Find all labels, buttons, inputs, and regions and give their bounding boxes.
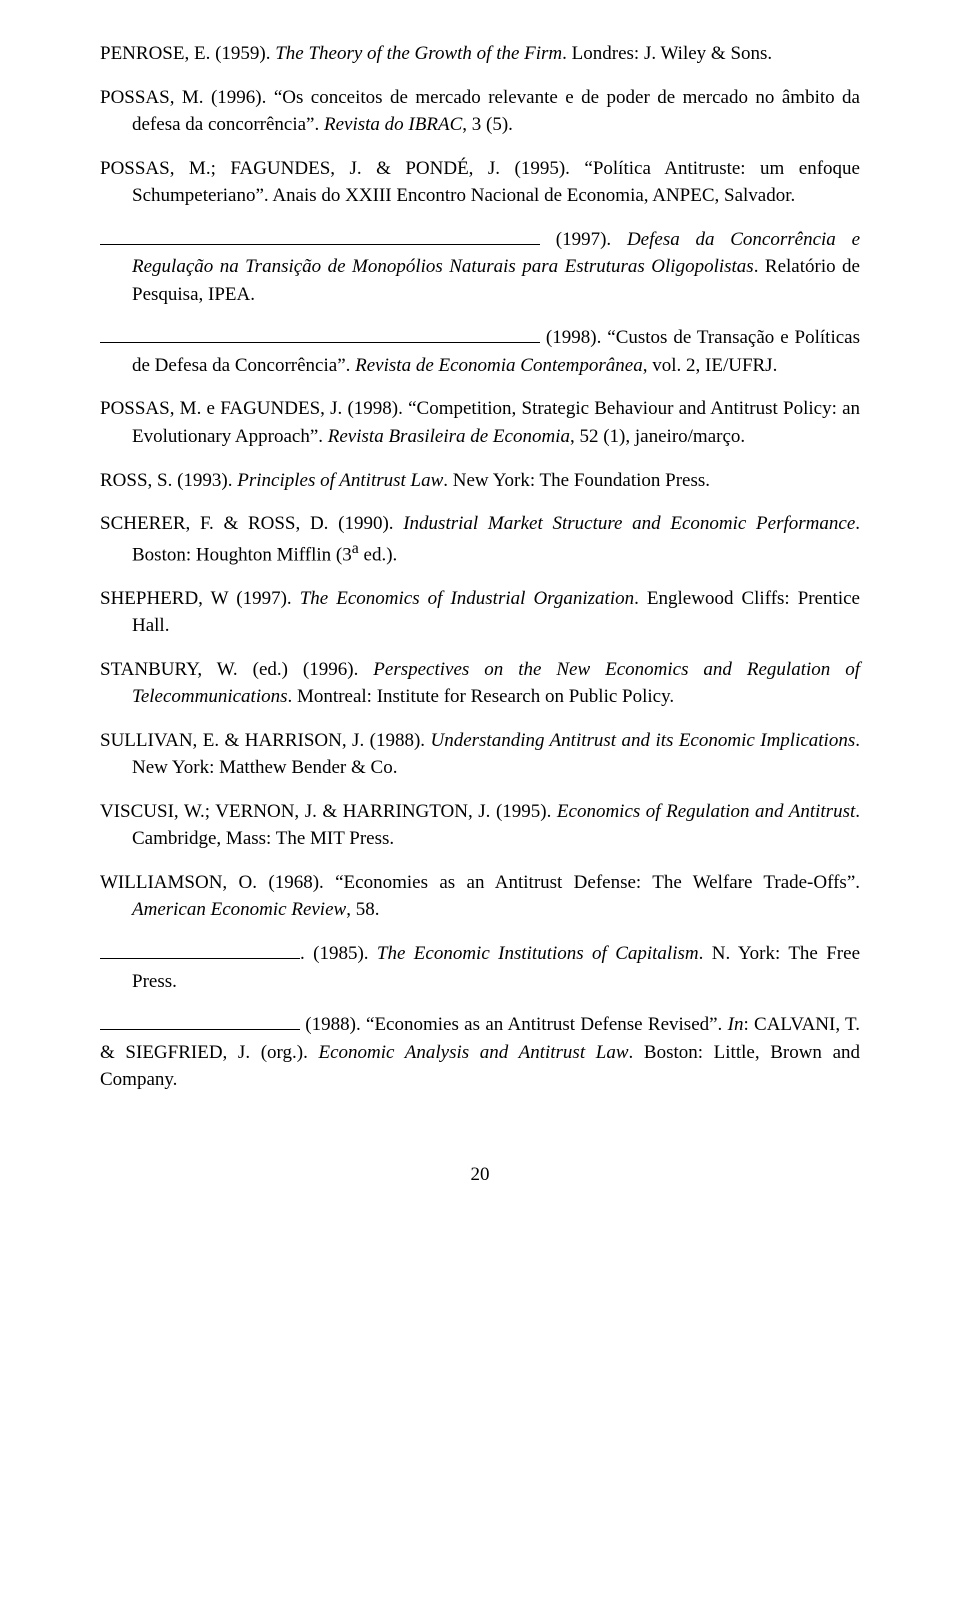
reference-italic-segment: The Economic Institutions of Capitalism	[377, 943, 699, 964]
reference-text-segment: SHEPHERD, W (1997).	[100, 588, 300, 609]
reference-entry: ROSS, S. (1993). Principles of Antitrust…	[100, 467, 860, 495]
reference-text-segment: SCHERER, F. & ROSS, D. (1990).	[100, 513, 403, 534]
reference-italic-segment: Industrial Market Structure and Economic…	[403, 513, 855, 534]
references-list: PENROSE, E. (1959). The Theory of the Gr…	[100, 40, 860, 1094]
reference-text-segment: (1988). “Economies as an Antitrust Defen…	[300, 1014, 728, 1035]
author-blank-line	[100, 325, 540, 343]
reference-italic-segment: Principles of Antitrust Law	[237, 470, 443, 491]
reference-text-segment: (1997).	[540, 229, 627, 250]
reference-text-segment: , 52 (1), janeiro/março.	[570, 426, 745, 447]
reference-italic-segment: Understanding Antitrust and its Economic…	[430, 730, 855, 751]
reference-italic-segment: The Economics of Industrial Organization	[300, 588, 634, 609]
reference-text-segment: . Londres: J. Wiley & Sons.	[562, 43, 772, 64]
reference-italic-segment: Economic Analysis and Antitrust Law	[319, 1042, 629, 1063]
page: PENROSE, E. (1959). The Theory of the Gr…	[0, 0, 960, 1246]
reference-italic-segment: American Economic Review	[132, 899, 346, 920]
author-blank-line	[100, 941, 300, 959]
reference-entry: STANBURY, W. (ed.) (1996). Perspectives …	[100, 656, 860, 711]
reference-entry: POSSAS, M.; FAGUNDES, J. & PONDÉ, J. (19…	[100, 155, 860, 210]
reference-entry: PENROSE, E. (1959). The Theory of the Gr…	[100, 40, 860, 68]
reference-entry: SCHERER, F. & ROSS, D. (1990). Industria…	[100, 510, 860, 568]
reference-italic-segment: Revista do IBRAC	[324, 114, 462, 135]
reference-text-segment: , 58.	[346, 899, 379, 920]
reference-text-segment: VISCUSI, W.; VERNON, J. & HARRINGTON, J.…	[100, 801, 557, 822]
reference-text-segment: , 3 (5).	[462, 114, 513, 135]
reference-entry: WILLIAMSON, O. (1968). “Economies as an …	[100, 869, 860, 924]
reference-italic-segment: Revista Brasileira de Economia	[328, 426, 570, 447]
reference-text-segment: STANBURY, W. (ed.) (1996).	[100, 659, 373, 680]
reference-text-segment: . New York: The Foundation Press.	[443, 470, 710, 491]
reference-italic-segment: The Theory of the Growth of the Firm	[275, 43, 562, 64]
reference-text-segment: , vol. 2, IE/UFRJ.	[643, 355, 778, 376]
superscript: a	[352, 540, 359, 557]
reference-entry: (1998). “Custos de Transação e Políticas…	[100, 324, 860, 379]
reference-entry: VISCUSI, W.; VERNON, J. & HARRINGTON, J.…	[100, 798, 860, 853]
reference-entry: (1997). Defesa da Concorrência e Regulaç…	[100, 226, 860, 309]
reference-italic-segment: Economics of Regulation and Antitrust	[557, 801, 855, 822]
reference-text-segment: ed.).	[359, 544, 398, 565]
reference-text-segment: ROSS, S. (1993).	[100, 470, 237, 491]
reference-entry: SHEPHERD, W (1997). The Economics of Ind…	[100, 585, 860, 640]
reference-text-segment: WILLIAMSON, O. (1968). “Economies as an …	[100, 872, 860, 893]
reference-entry: POSSAS, M. (1996). “Os conceitos de merc…	[100, 84, 860, 139]
reference-text-segment: . (1985).	[300, 943, 377, 964]
reference-text-segment: SULLIVAN, E. & HARRISON, J. (1988).	[100, 730, 430, 751]
author-blank-line	[100, 227, 540, 245]
reference-text-segment: . Montreal: Institute for Research on Pu…	[288, 686, 675, 707]
reference-entry: . (1985). The Economic Institutions of C…	[100, 940, 860, 995]
reference-italic-segment: In	[728, 1014, 744, 1035]
page-number: 20	[100, 1164, 860, 1186]
reference-entry: (1988). “Economies as an Antitrust Defen…	[100, 1011, 860, 1094]
reference-italic-segment: Revista de Economia Contemporânea	[355, 355, 643, 376]
reference-entry: POSSAS, M. e FAGUNDES, J. (1998). “Compe…	[100, 395, 860, 450]
reference-text-segment: POSSAS, M.; FAGUNDES, J. & PONDÉ, J. (19…	[100, 158, 860, 207]
reference-entry: SULLIVAN, E. & HARRISON, J. (1988). Unde…	[100, 727, 860, 782]
author-blank-line	[100, 1012, 300, 1030]
reference-text-segment: PENROSE, E. (1959).	[100, 43, 275, 64]
